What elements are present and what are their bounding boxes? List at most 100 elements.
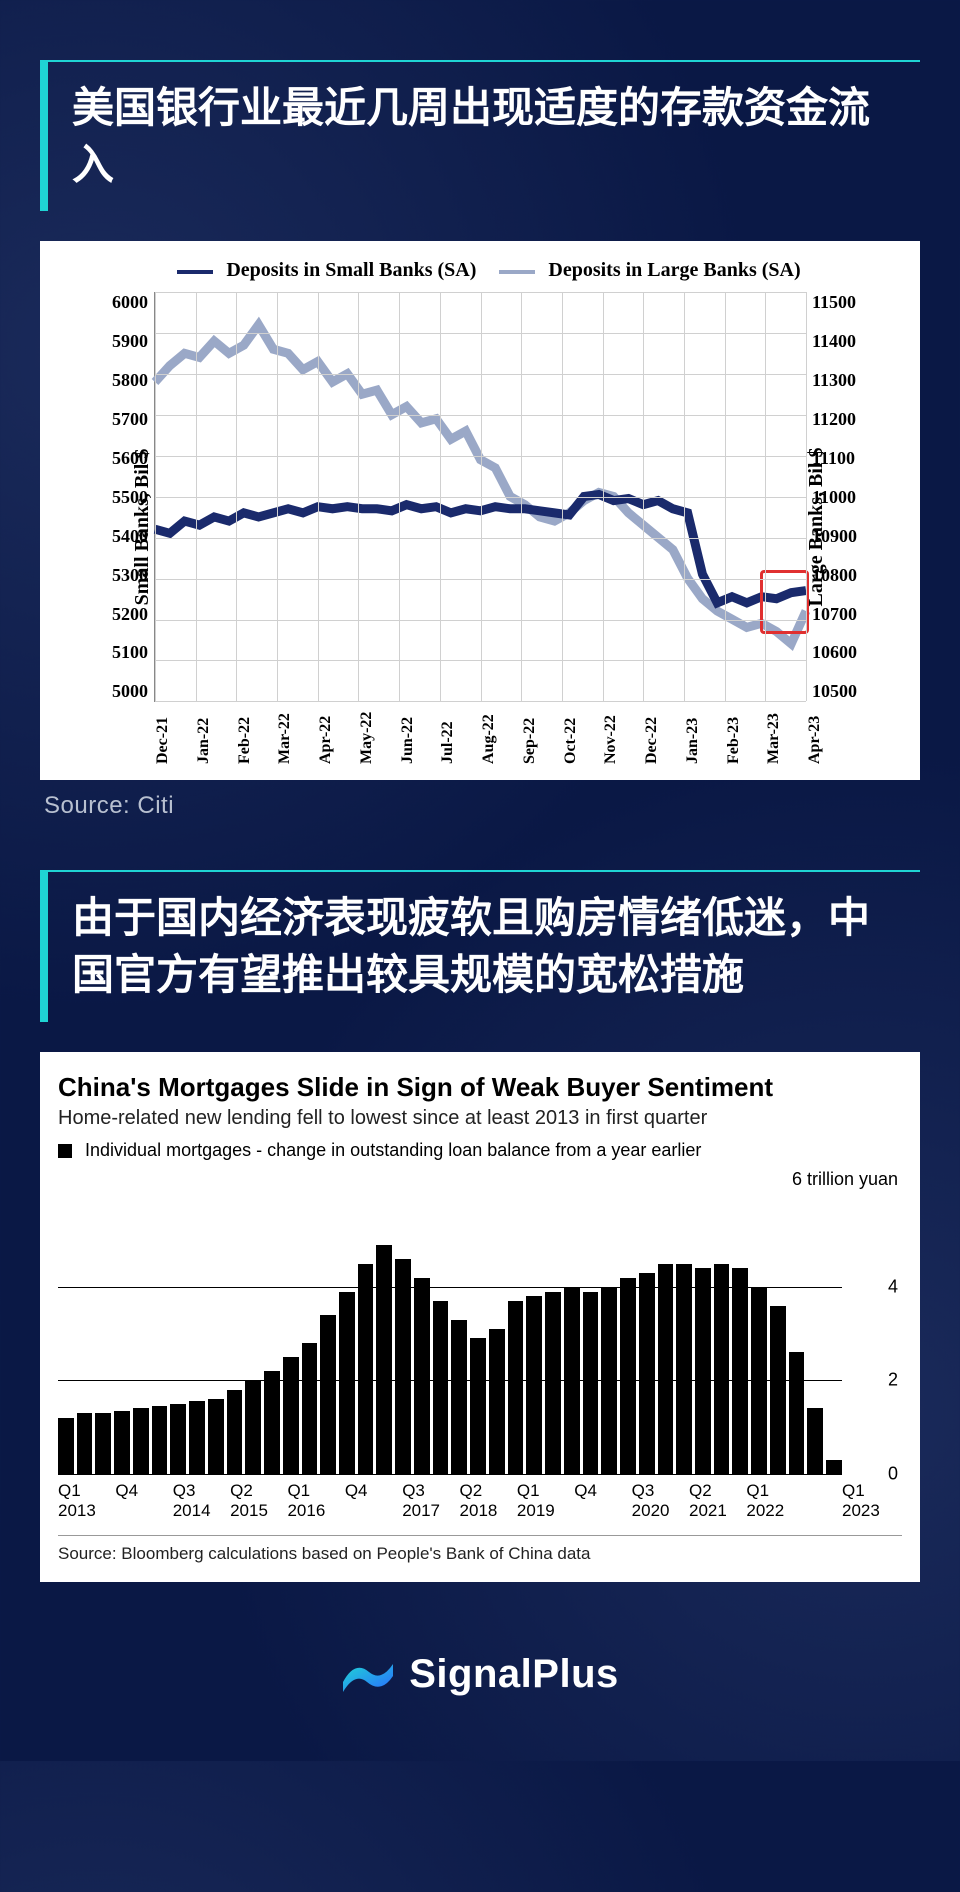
grid-v xyxy=(643,292,644,701)
bar xyxy=(526,1296,542,1473)
brand-name: SignalPlus xyxy=(409,1652,619,1697)
y-left-tick: 6000 xyxy=(88,292,148,313)
bar-x-year: 2020 xyxy=(632,1501,670,1521)
bar-x-quarter: Q3 xyxy=(632,1481,655,1501)
bar xyxy=(77,1413,93,1474)
bar xyxy=(152,1406,168,1474)
y-left-tick: 5600 xyxy=(88,448,148,469)
bar-x-quarter: Q2 xyxy=(460,1481,483,1501)
bar xyxy=(170,1404,186,1474)
y-right-tick: 10500 xyxy=(812,681,872,702)
bar xyxy=(414,1278,430,1474)
y-left-tick: 5900 xyxy=(88,331,148,352)
bar xyxy=(339,1292,355,1474)
bar-legend-label: Individual mortgages - change in outstan… xyxy=(85,1140,701,1160)
bar-y-top-label: 6 trillion yuan xyxy=(58,1169,902,1190)
y-left-tick: 5700 xyxy=(88,409,148,430)
y-left-tick: 5000 xyxy=(88,681,148,702)
bar-x-quarter: Q4 xyxy=(574,1481,597,1501)
bar-x-year: 2017 xyxy=(402,1501,440,1521)
grid-v xyxy=(481,292,482,701)
legend-swatch-large xyxy=(499,270,535,274)
bar-x-quarter: Q1 xyxy=(287,1481,310,1501)
bar-x-quarter: Q1 xyxy=(517,1481,540,1501)
y-axis-left-ticks: 6000590058005700560055005400530052005100… xyxy=(88,292,148,702)
grid-v xyxy=(806,292,807,701)
bar xyxy=(358,1264,374,1474)
bar-x-axis: Q12013Q4Q32014Q22015Q12016Q4Q32017Q22018… xyxy=(58,1481,842,1525)
bar xyxy=(189,1401,205,1473)
y-left-tick: 5100 xyxy=(88,642,148,663)
bar-x-year: 2022 xyxy=(746,1501,784,1521)
grid-v xyxy=(562,292,563,701)
bar-x-quarter: Q3 xyxy=(402,1481,425,1501)
bar-x-quarter: Q1 xyxy=(746,1481,769,1501)
y-right-tick: 11000 xyxy=(812,487,872,508)
bar xyxy=(470,1338,486,1473)
grid-v xyxy=(765,292,766,701)
bar-y-tick: 2 xyxy=(888,1370,898,1391)
grid-v xyxy=(318,292,319,701)
bar xyxy=(283,1357,299,1474)
bar-y-tick: 0 xyxy=(888,1463,898,1484)
bar-y-tick: 4 xyxy=(888,1277,898,1298)
bar xyxy=(95,1413,111,1474)
grid-v xyxy=(236,292,237,701)
bar xyxy=(208,1399,224,1474)
grid-v xyxy=(440,292,441,701)
bar-x-year: 2021 xyxy=(689,1501,727,1521)
chart1-source: Source: Citi xyxy=(44,792,920,820)
y-left-tick: 5300 xyxy=(88,565,148,586)
bar xyxy=(714,1264,730,1474)
y-right-tick: 10700 xyxy=(812,604,872,625)
footer: SignalPlus xyxy=(40,1652,920,1702)
bar xyxy=(545,1292,561,1474)
bar xyxy=(695,1268,711,1473)
bar xyxy=(376,1245,392,1474)
bar xyxy=(320,1315,336,1474)
bar-x-quarter: Q1 xyxy=(842,1481,865,1501)
y-right-tick: 10600 xyxy=(812,642,872,663)
line-legend: Deposits in Small Banks (SA) Deposits in… xyxy=(58,259,902,282)
bar xyxy=(227,1390,243,1474)
y-right-tick: 11400 xyxy=(812,331,872,352)
brand-logo: SignalPlus xyxy=(341,1652,619,1697)
bar-x-quarter: Q2 xyxy=(230,1481,253,1501)
y-right-tick: 11100 xyxy=(812,448,872,469)
grid-v xyxy=(196,292,197,701)
bar-x-quarter: Q3 xyxy=(173,1481,196,1501)
section1-title: 美国银行业最近几周出现适度的存款资金流入 xyxy=(40,60,920,211)
grid-v xyxy=(603,292,604,701)
bar-x-year: 2014 xyxy=(173,1501,211,1521)
legend-swatch-small xyxy=(177,270,213,274)
line-plot xyxy=(154,292,806,702)
bar-x-quarter: Q4 xyxy=(345,1481,368,1501)
bar-x-year: 2015 xyxy=(230,1501,268,1521)
bar-chart-title: China's Mortgages Slide in Sign of Weak … xyxy=(58,1072,902,1103)
bar-x-year: 2016 xyxy=(287,1501,325,1521)
bar-legend-swatch xyxy=(58,1144,72,1158)
bar-source: Source: Bloomberg calculations based on … xyxy=(58,1535,902,1564)
y-axis-right-ticks: 1150011400113001120011100110001090010800… xyxy=(812,292,872,702)
bar-x-year: 2019 xyxy=(517,1501,555,1521)
bar xyxy=(807,1408,823,1473)
line-chart-area: Small Banks, Bil $ Large Banks, Bil $ 60… xyxy=(58,292,902,762)
bar xyxy=(508,1301,524,1474)
bar xyxy=(639,1273,655,1474)
bar xyxy=(658,1264,674,1474)
bar xyxy=(583,1292,599,1474)
bar-grid xyxy=(58,1287,842,1288)
grid-v xyxy=(684,292,685,701)
bar-x-quarter: Q4 xyxy=(115,1481,138,1501)
grid-v xyxy=(399,292,400,701)
bar xyxy=(732,1268,748,1473)
highlight-box xyxy=(760,570,808,633)
bar xyxy=(789,1352,805,1473)
grid-v xyxy=(358,292,359,701)
grid-v xyxy=(155,292,156,701)
grid-v xyxy=(521,292,522,701)
y-left-tick: 5200 xyxy=(88,604,148,625)
y-left-tick: 5400 xyxy=(88,526,148,547)
bar-row xyxy=(58,1194,842,1474)
logo-mark-icon xyxy=(341,1652,395,1696)
